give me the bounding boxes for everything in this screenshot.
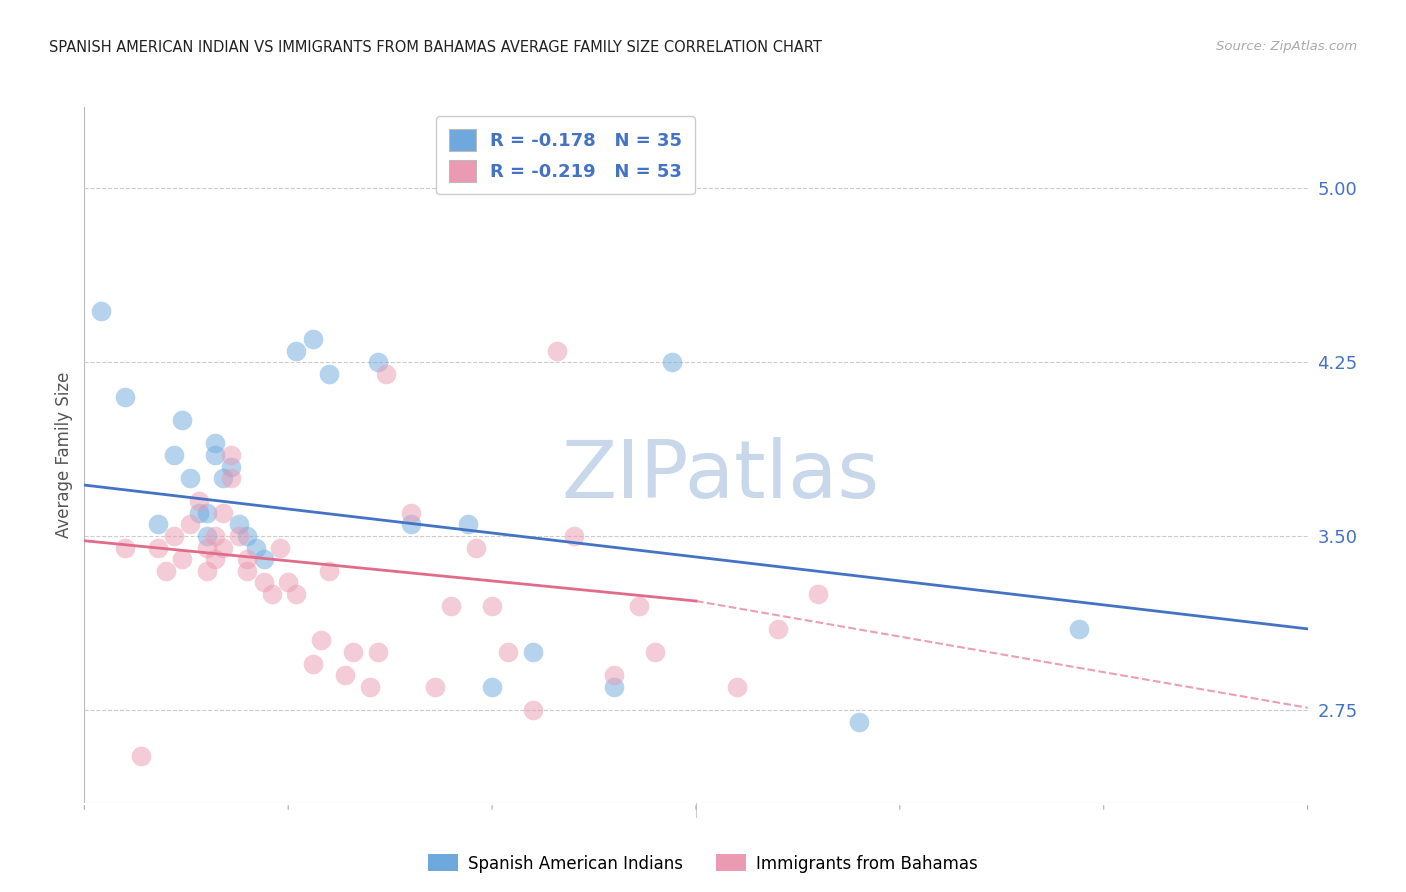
Point xyxy=(522,703,544,717)
Point xyxy=(114,541,136,555)
Point xyxy=(848,714,870,729)
Point xyxy=(301,332,323,346)
Point xyxy=(546,343,568,358)
Point xyxy=(219,471,242,485)
Point xyxy=(269,541,291,555)
Point xyxy=(195,541,218,555)
Point xyxy=(204,448,226,462)
Point xyxy=(195,564,218,578)
Point xyxy=(236,529,259,543)
Point xyxy=(245,541,267,555)
Point xyxy=(285,343,308,358)
Point xyxy=(375,367,398,381)
Point xyxy=(187,494,209,508)
Point xyxy=(179,471,201,485)
Point xyxy=(301,657,323,671)
Point xyxy=(212,541,235,555)
Point xyxy=(498,645,520,659)
Point xyxy=(318,564,340,578)
Point xyxy=(155,564,177,578)
Point xyxy=(90,304,112,318)
Point xyxy=(440,599,463,613)
Point xyxy=(423,680,446,694)
Legend: Spanish American Indians, Immigrants from Bahamas: Spanish American Indians, Immigrants fro… xyxy=(422,847,984,880)
Point xyxy=(179,517,201,532)
Point xyxy=(335,668,357,682)
Point xyxy=(399,517,422,532)
Point xyxy=(212,506,235,520)
Point xyxy=(204,529,226,543)
Point xyxy=(725,680,748,694)
Point xyxy=(464,541,486,555)
Point xyxy=(195,506,218,520)
Point xyxy=(399,506,422,520)
Point xyxy=(146,541,169,555)
Point xyxy=(627,599,650,613)
Point xyxy=(644,645,666,659)
Point xyxy=(367,645,389,659)
Point xyxy=(228,517,250,532)
Point xyxy=(522,645,544,659)
Point xyxy=(285,587,308,601)
Point xyxy=(219,448,242,462)
Point xyxy=(603,668,626,682)
Point xyxy=(562,529,585,543)
Point xyxy=(212,471,235,485)
Point xyxy=(253,552,276,566)
Point xyxy=(342,645,364,659)
Point xyxy=(236,552,259,566)
Point xyxy=(457,517,479,532)
Point xyxy=(253,575,276,590)
Point xyxy=(277,575,299,590)
Point xyxy=(260,587,283,601)
Point xyxy=(163,529,186,543)
Point xyxy=(219,459,242,474)
Point xyxy=(204,552,226,566)
Point xyxy=(359,680,381,694)
Point xyxy=(204,436,226,450)
Text: SPANISH AMERICAN INDIAN VS IMMIGRANTS FROM BAHAMAS AVERAGE FAMILY SIZE CORRELATI: SPANISH AMERICAN INDIAN VS IMMIGRANTS FR… xyxy=(49,40,823,55)
Point xyxy=(236,564,259,578)
Point xyxy=(187,506,209,520)
Point xyxy=(481,599,503,613)
Y-axis label: Average Family Size: Average Family Size xyxy=(55,372,73,538)
Point xyxy=(228,529,250,543)
Point xyxy=(807,587,830,601)
Point xyxy=(367,355,389,369)
Point xyxy=(661,355,683,369)
Text: ZIPatlas: ZIPatlas xyxy=(561,437,880,515)
Point xyxy=(318,367,340,381)
Point xyxy=(146,517,169,532)
Point xyxy=(766,622,789,636)
Point xyxy=(163,448,186,462)
Point xyxy=(603,680,626,694)
Point xyxy=(172,552,194,566)
Point xyxy=(131,749,153,764)
Text: Source: ZipAtlas.com: Source: ZipAtlas.com xyxy=(1216,40,1357,54)
Point xyxy=(195,529,218,543)
Point xyxy=(309,633,332,648)
Point xyxy=(481,680,503,694)
Point xyxy=(172,413,194,427)
Point xyxy=(114,390,136,404)
Point xyxy=(1069,622,1091,636)
Legend: R = -0.178   N = 35, R = -0.219   N = 53: R = -0.178 N = 35, R = -0.219 N = 53 xyxy=(436,116,695,194)
